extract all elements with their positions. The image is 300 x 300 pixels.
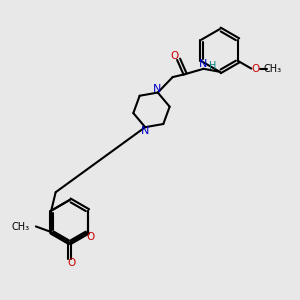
Text: CH₃: CH₃ bbox=[264, 64, 282, 74]
Text: O: O bbox=[67, 258, 75, 268]
Text: N: N bbox=[153, 84, 162, 94]
Text: CH₃: CH₃ bbox=[11, 222, 29, 232]
Text: O: O bbox=[170, 51, 178, 61]
Text: N: N bbox=[140, 126, 149, 136]
Text: O: O bbox=[251, 64, 260, 74]
Text: O: O bbox=[86, 232, 95, 242]
Text: H: H bbox=[209, 61, 216, 71]
Text: N: N bbox=[200, 59, 208, 69]
